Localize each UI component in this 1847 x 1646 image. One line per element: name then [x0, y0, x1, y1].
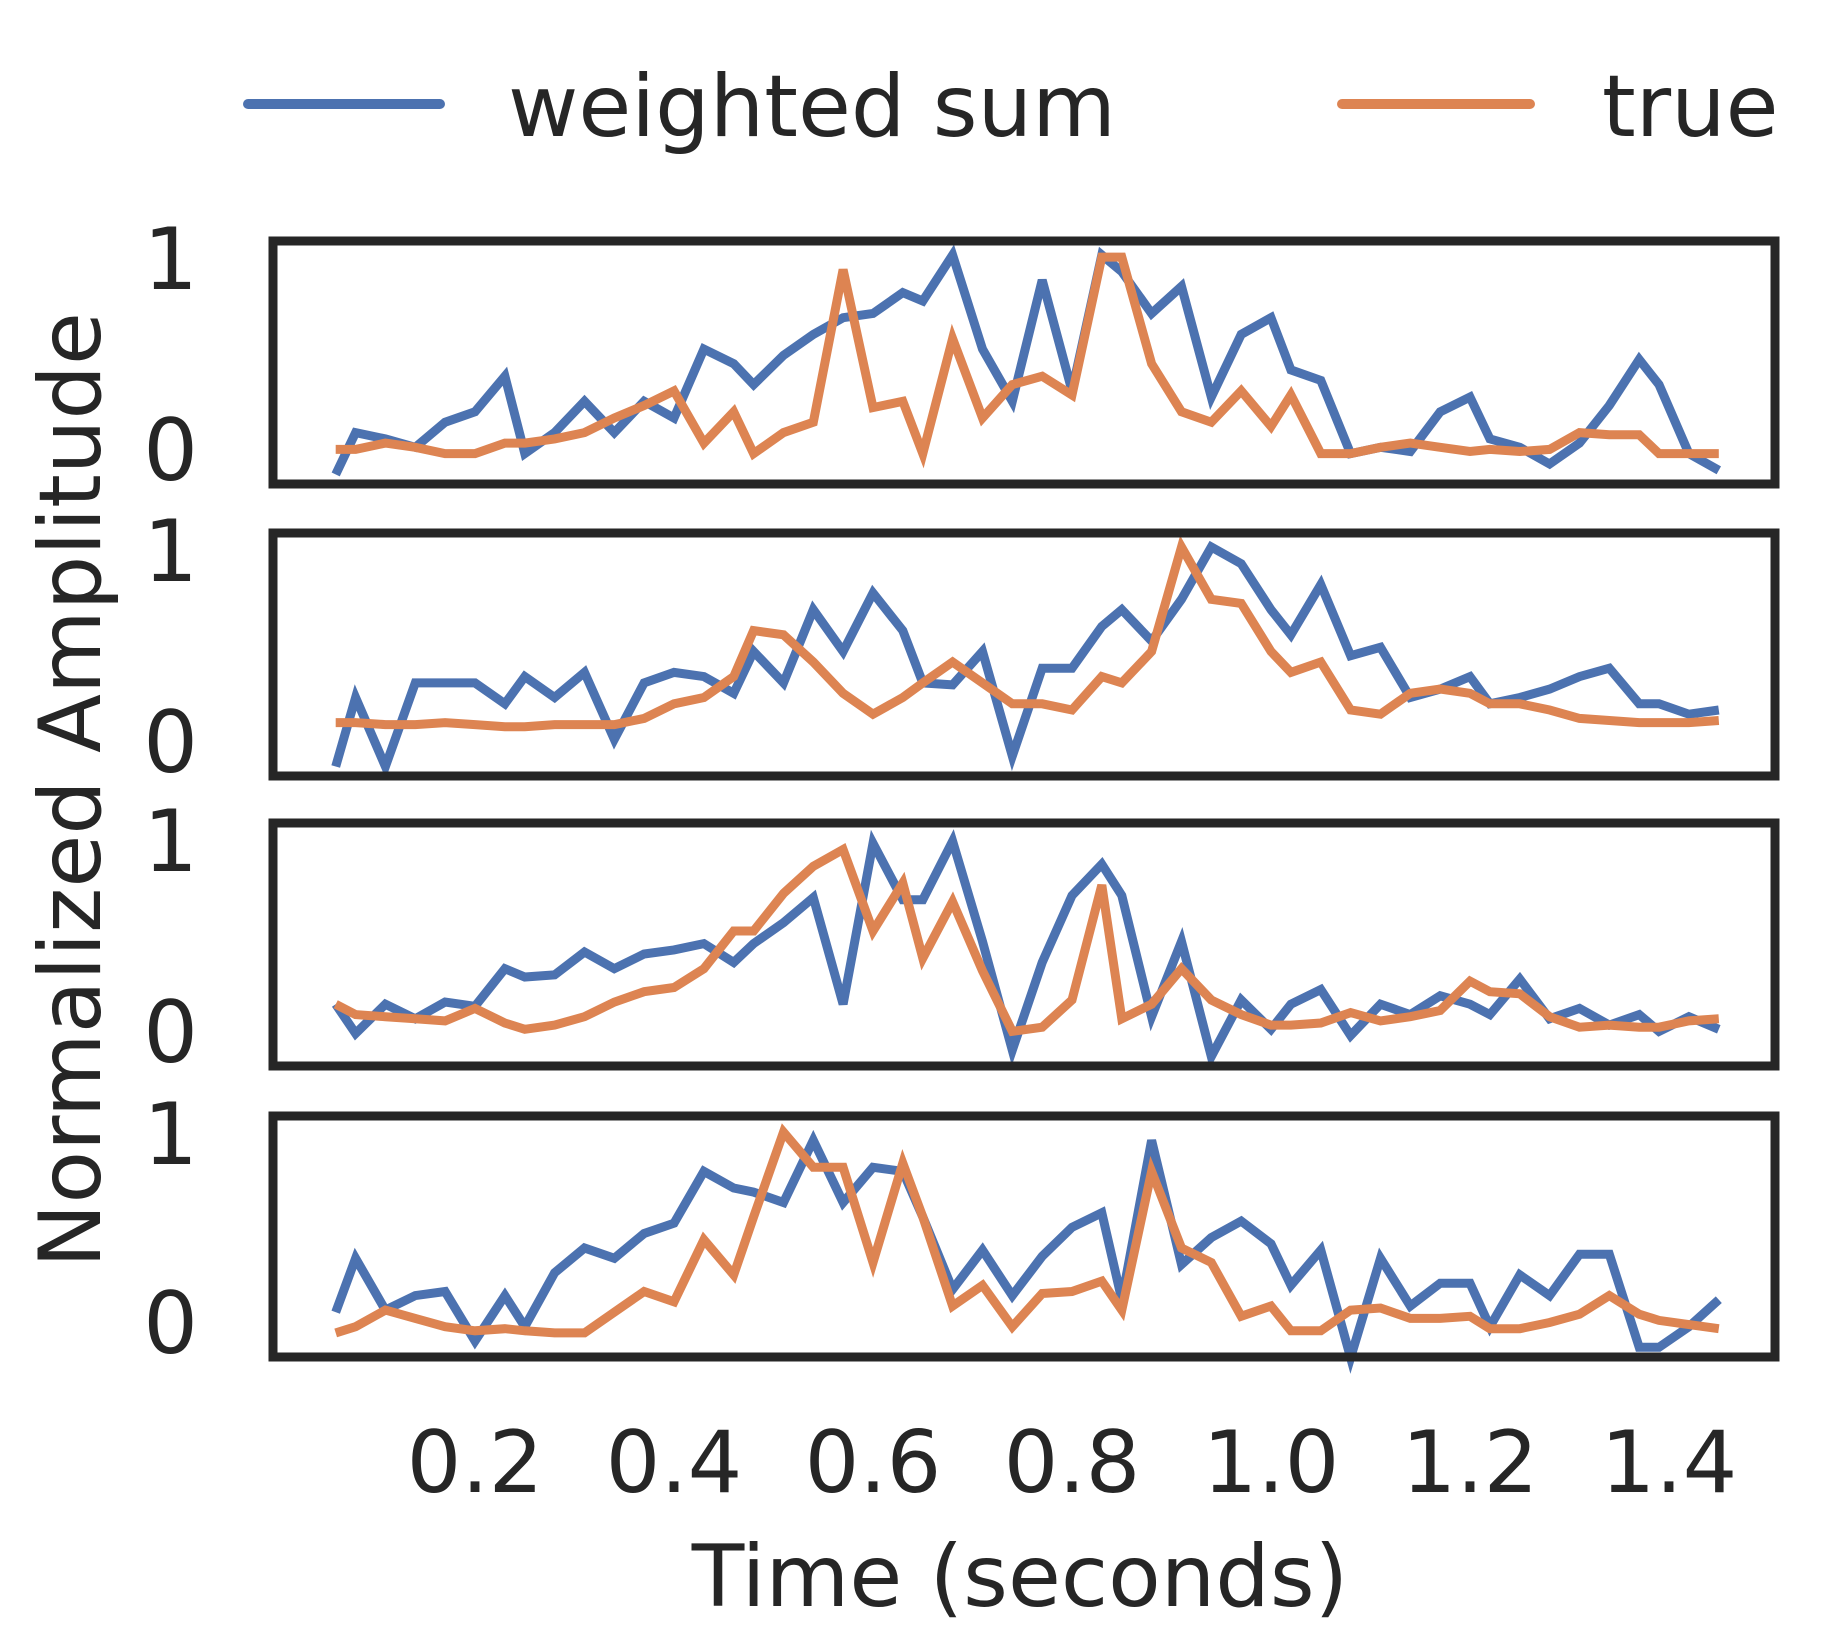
series-line-true-panel-4 — [334, 1123, 1720, 1338]
series-line-weighted-sum-panel-2 — [331, 540, 1720, 779]
series-line-weighted-sum-panel-3 — [331, 829, 1721, 1069]
subplot-3: 10 — [143, 792, 1780, 1083]
y-tick-label-1-panel-3: 1 — [143, 792, 198, 892]
legend: weighted sum true — [243, 57, 1779, 157]
x-tick-label-0-4: 0.4 — [606, 1413, 743, 1513]
x-tick-labels: 0.2 0.4 0.6 0.8 1.0 1.2 1.4 — [407, 1413, 1738, 1513]
subplot-frame-1 — [268, 236, 1780, 489]
x-tick-label-0-6: 0.6 — [805, 1413, 942, 1513]
series-line-true-panel-1 — [335, 252, 1719, 469]
x-tick-label-1-2: 1.2 — [1402, 1413, 1539, 1513]
x-tick-label-1-0: 1.0 — [1203, 1413, 1340, 1513]
series-line-true-panel-3 — [333, 842, 1720, 1037]
x-axis-label: Time (seconds) — [691, 1527, 1348, 1627]
subplot-frame-4 — [268, 1111, 1780, 1362]
y-tick-label-1-panel-4: 1 — [143, 1085, 198, 1185]
y-axis-label: Normalized Amplitude — [21, 312, 121, 1268]
y-tick-label-0-panel-2: 0 — [143, 693, 198, 793]
subplot-4: 10 — [143, 1085, 1780, 1374]
subplot-2: 10 — [143, 502, 1780, 793]
subplot-frame-3 — [268, 818, 1780, 1071]
y-tick-label-0-panel-3: 0 — [143, 983, 198, 1083]
series-line-weighted-sum-panel-1 — [331, 244, 1721, 477]
x-tick-label-0-2: 0.2 — [407, 1413, 544, 1513]
x-tick-label-1-4: 1.4 — [1601, 1413, 1738, 1513]
y-tick-label-0-panel-4: 0 — [143, 1274, 198, 1374]
legend-label-true: true — [1602, 57, 1779, 157]
legend-label-weighted-sum: weighted sum — [508, 57, 1116, 157]
y-tick-label-1-panel-2: 1 — [143, 502, 198, 602]
y-tick-label-1-panel-1: 1 — [143, 210, 198, 310]
y-tick-label-0-panel-1: 0 — [143, 401, 198, 501]
x-tick-label-0-8: 0.8 — [1004, 1413, 1141, 1513]
subplot-1: 10 — [143, 210, 1780, 501]
series-line-weighted-sum-panel-4 — [331, 1129, 1722, 1374]
subplot-frame-2 — [268, 528, 1780, 781]
series-line-true-panel-2 — [335, 535, 1720, 732]
